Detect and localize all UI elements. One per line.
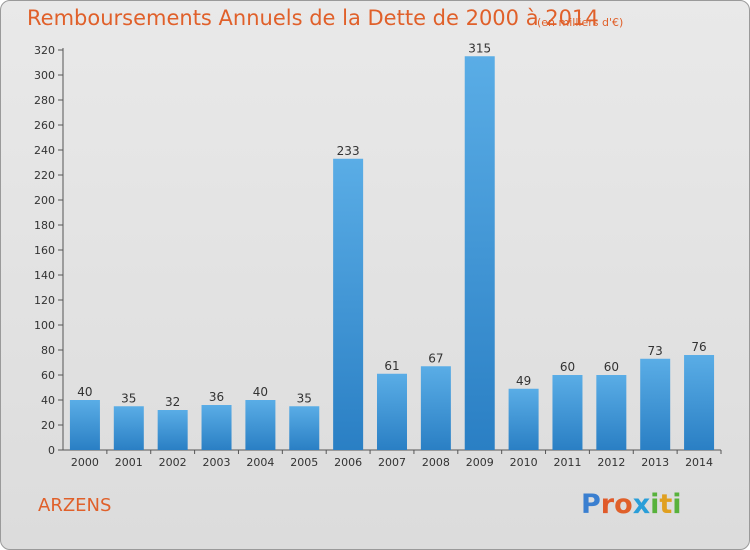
y-tick-label: 180 <box>34 219 55 232</box>
x-tick-label: 2002 <box>159 456 187 469</box>
bar-2000 <box>69 400 100 450</box>
data-label-2009: 315 <box>468 41 491 55</box>
y-tick-label: 100 <box>34 319 55 332</box>
proxiti-logo[interactable]: Proxiti <box>581 489 682 520</box>
bar-2011 <box>552 375 583 450</box>
data-label-2005: 35 <box>297 391 312 405</box>
place-name: ARZENS <box>38 495 112 516</box>
data-label-2011: 60 <box>560 360 575 374</box>
y-tick-label: 0 <box>48 444 55 457</box>
data-label-2008: 67 <box>428 351 443 365</box>
bar-2003 <box>201 405 232 450</box>
data-label-2002: 32 <box>165 395 180 409</box>
bar-2012 <box>596 375 627 450</box>
logo-letter: o <box>614 489 633 520</box>
data-label-2000: 40 <box>77 385 92 399</box>
x-tick-label: 2003 <box>203 456 231 469</box>
y-tick-label: 260 <box>34 119 55 132</box>
chart-unit: (en milliers d'€) <box>537 16 624 29</box>
x-tick-label: 2010 <box>510 456 538 469</box>
bar-2004 <box>245 400 276 450</box>
logo-letter: P <box>581 489 601 520</box>
x-tick-label: 2004 <box>246 456 274 469</box>
data-label-2012: 60 <box>604 360 619 374</box>
bar-2013 <box>640 358 671 450</box>
y-tick-label: 120 <box>34 294 55 307</box>
data-labels: 40 35 32 36 40 35 233 61 67 315 49 60 60 73 76 <box>77 41 706 409</box>
logo-letter: i <box>672 489 682 520</box>
y-tick-label: 240 <box>34 144 55 157</box>
x-tick-label: 2009 <box>466 456 494 469</box>
y-tick-label: 320 <box>34 44 55 57</box>
y-tick-label: 300 <box>34 69 55 82</box>
logo-letter: i <box>650 489 660 520</box>
bar-2006 <box>333 158 364 450</box>
x-tick-label: 2006 <box>334 456 362 469</box>
x-tick-label: 2008 <box>422 456 450 469</box>
bar-2005 <box>289 406 320 450</box>
data-label-2001: 35 <box>121 391 136 405</box>
logo-letter: t <box>659 489 673 520</box>
bar-2014 <box>684 355 715 450</box>
data-label-2007: 61 <box>384 359 399 373</box>
y-tick-label: 160 <box>34 244 55 257</box>
data-label-2014: 76 <box>691 340 706 354</box>
bar-2007 <box>377 373 407 450</box>
x-tick-label: 2011 <box>553 456 581 469</box>
bar-2002 <box>157 410 188 450</box>
y-tick-label: 200 <box>34 194 55 207</box>
chart-title: Remboursements Annuels de la Dette de 20… <box>27 6 599 30</box>
data-label-2010: 49 <box>516 374 531 388</box>
x-tick-label: 2014 <box>685 456 713 469</box>
data-label-2013: 73 <box>648 344 663 358</box>
bars <box>69 56 715 450</box>
x-tick-label: 2012 <box>597 456 625 469</box>
x-tick-label: 2000 <box>71 456 99 469</box>
x-tick-label: 2007 <box>378 456 406 469</box>
data-label-2006: 233 <box>337 144 360 158</box>
bar-2010 <box>508 388 539 450</box>
y-tick-label: 280 <box>34 94 55 107</box>
y-tick-label: 20 <box>41 419 55 432</box>
logo-letter: x <box>632 489 651 520</box>
y-tick-label: 80 <box>41 344 55 357</box>
logo-letter: r <box>600 489 615 520</box>
data-label-2004: 40 <box>253 385 268 399</box>
x-tick-label: 2013 <box>641 456 669 469</box>
y-tick-label: 140 <box>34 269 55 282</box>
bar-2009 <box>464 56 495 450</box>
y-tick-label: 40 <box>41 394 55 407</box>
data-label-2003: 36 <box>209 390 224 404</box>
bar-2008 <box>420 366 451 450</box>
y-tick-label: 220 <box>34 169 55 182</box>
x-tick-label: 2001 <box>115 456 143 469</box>
x-tick-label: 2005 <box>290 456 318 469</box>
bar-2001 <box>113 406 144 450</box>
y-tick-label: 60 <box>41 369 55 382</box>
